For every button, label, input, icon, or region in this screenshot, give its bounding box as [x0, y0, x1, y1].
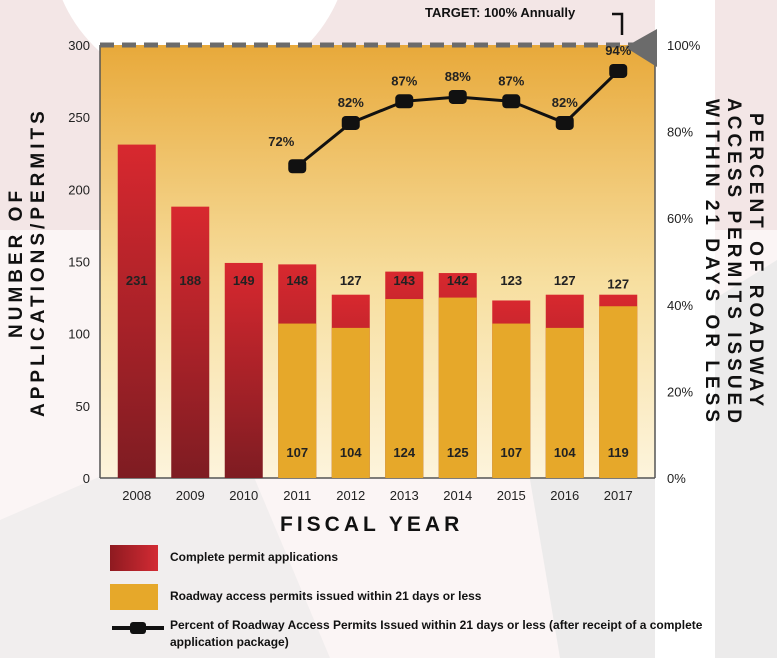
x-tick-label: 2014: [443, 488, 472, 503]
right-tick-label: 60%: [667, 211, 693, 226]
bar-issued: [278, 323, 317, 478]
bar-issued-value-label: 125: [447, 445, 469, 460]
right-axis-title-text: PERCENT OF ROADWAY ACCESS PERMITS ISSUED…: [701, 97, 766, 427]
x-tick-label: 2009: [176, 488, 205, 503]
percent-value-label: 87%: [498, 73, 524, 88]
percent-value-label: 87%: [391, 73, 417, 88]
bar-issued: [599, 306, 638, 478]
bar-issued: [545, 327, 584, 478]
x-tick-label: 2010: [229, 488, 258, 503]
percent-marker: [448, 89, 467, 104]
percent-value-label: 72%: [268, 134, 294, 149]
x-tick-label: 2017: [604, 488, 633, 503]
percent-value-label: 94%: [605, 43, 631, 58]
legend-label-applications: Complete permit applications: [170, 550, 339, 564]
bar-applications-value-label: 127: [340, 273, 362, 288]
bar-applications-value-label: 188: [179, 273, 201, 288]
legend-swatch-applications: [110, 545, 158, 571]
bar-applications-value-label: 127: [554, 273, 576, 288]
x-axis-title: FISCAL YEAR: [280, 513, 464, 536]
percent-value-label: 82%: [338, 95, 364, 110]
percent-marker: [502, 94, 521, 109]
right-tick-label: 80%: [667, 125, 693, 140]
right-tick-label: 20%: [667, 384, 693, 399]
bar-issued-value-label: 107: [286, 445, 308, 460]
percent-value-label: 88%: [445, 69, 471, 84]
percent-marker: [609, 63, 628, 78]
bar-issued-value-label: 107: [500, 445, 522, 460]
bar-issued-value-label: 119: [608, 445, 629, 460]
bar-applications-value-label: 127: [607, 277, 629, 292]
bar-issued-value-label: 104: [340, 445, 362, 460]
bar-applications-value-label: 143: [393, 273, 415, 288]
x-tick-label: 2008: [122, 488, 151, 503]
left-tick-label: 50: [76, 399, 90, 414]
x-tick-label: 2012: [336, 488, 365, 503]
bar-issued: [331, 327, 370, 478]
right-tick-label: 100%: [667, 38, 701, 53]
right-tick-label: 0%: [667, 471, 686, 486]
left-tick-label: 200: [68, 182, 90, 197]
bar-applications-value-label: 123: [500, 273, 522, 288]
bar-applications-value-label: 231: [126, 273, 148, 288]
bar-applications: [117, 144, 156, 478]
bar-applications-value-label: 142: [447, 273, 469, 288]
right-tick-label: 40%: [667, 298, 693, 313]
target-label: TARGET: 100% Annually: [425, 5, 576, 20]
bar-issued: [385, 299, 424, 478]
bar-issued-value-label: 124: [393, 445, 415, 460]
percent-marker: [555, 115, 574, 130]
legend-swatch-issued: [110, 584, 158, 610]
bar-applications-value-label: 149: [233, 273, 255, 288]
left-tick-label: 300: [68, 38, 90, 53]
legend-swatch-percent: [112, 622, 164, 634]
legend-label-issued: Roadway access permits issued within 21 …: [170, 589, 482, 603]
target-arrow-icon: [625, 29, 657, 67]
bar-applications: [224, 262, 263, 478]
x-tick-label: 2016: [550, 488, 579, 503]
bar-issued: [438, 297, 477, 478]
left-tick-label: 150: [68, 255, 90, 270]
percent-marker: [341, 115, 360, 130]
left-axis-title: NUMBER OF APPLICATIONS/PERMITS: [6, 52, 66, 452]
bar-applications-value-label: 148: [286, 273, 308, 288]
bar-issued-value-label: 104: [554, 445, 576, 460]
target-pointer: [612, 12, 624, 35]
percent-value-label: 82%: [552, 95, 578, 110]
legend-label-percent: Percent of Roadway Access Permits Issued…: [170, 618, 703, 649]
x-tick-label: 2013: [390, 488, 419, 503]
left-axis-title-text: NUMBER OF APPLICATIONS/PERMITS: [6, 107, 49, 417]
percent-marker: [395, 94, 414, 109]
left-tick-label: 100: [68, 327, 90, 342]
right-axis-title: PERCENT OF ROADWAY ACCESS PERMITS ISSUED…: [700, 52, 772, 472]
bar-applications: [171, 206, 210, 479]
bar-issued: [492, 323, 531, 478]
left-tick-label: 250: [68, 110, 90, 125]
x-tick-label: 2015: [497, 488, 526, 503]
x-tick-label: 2011: [283, 488, 311, 503]
left-tick-label: 0: [83, 471, 90, 486]
percent-marker: [288, 159, 307, 174]
